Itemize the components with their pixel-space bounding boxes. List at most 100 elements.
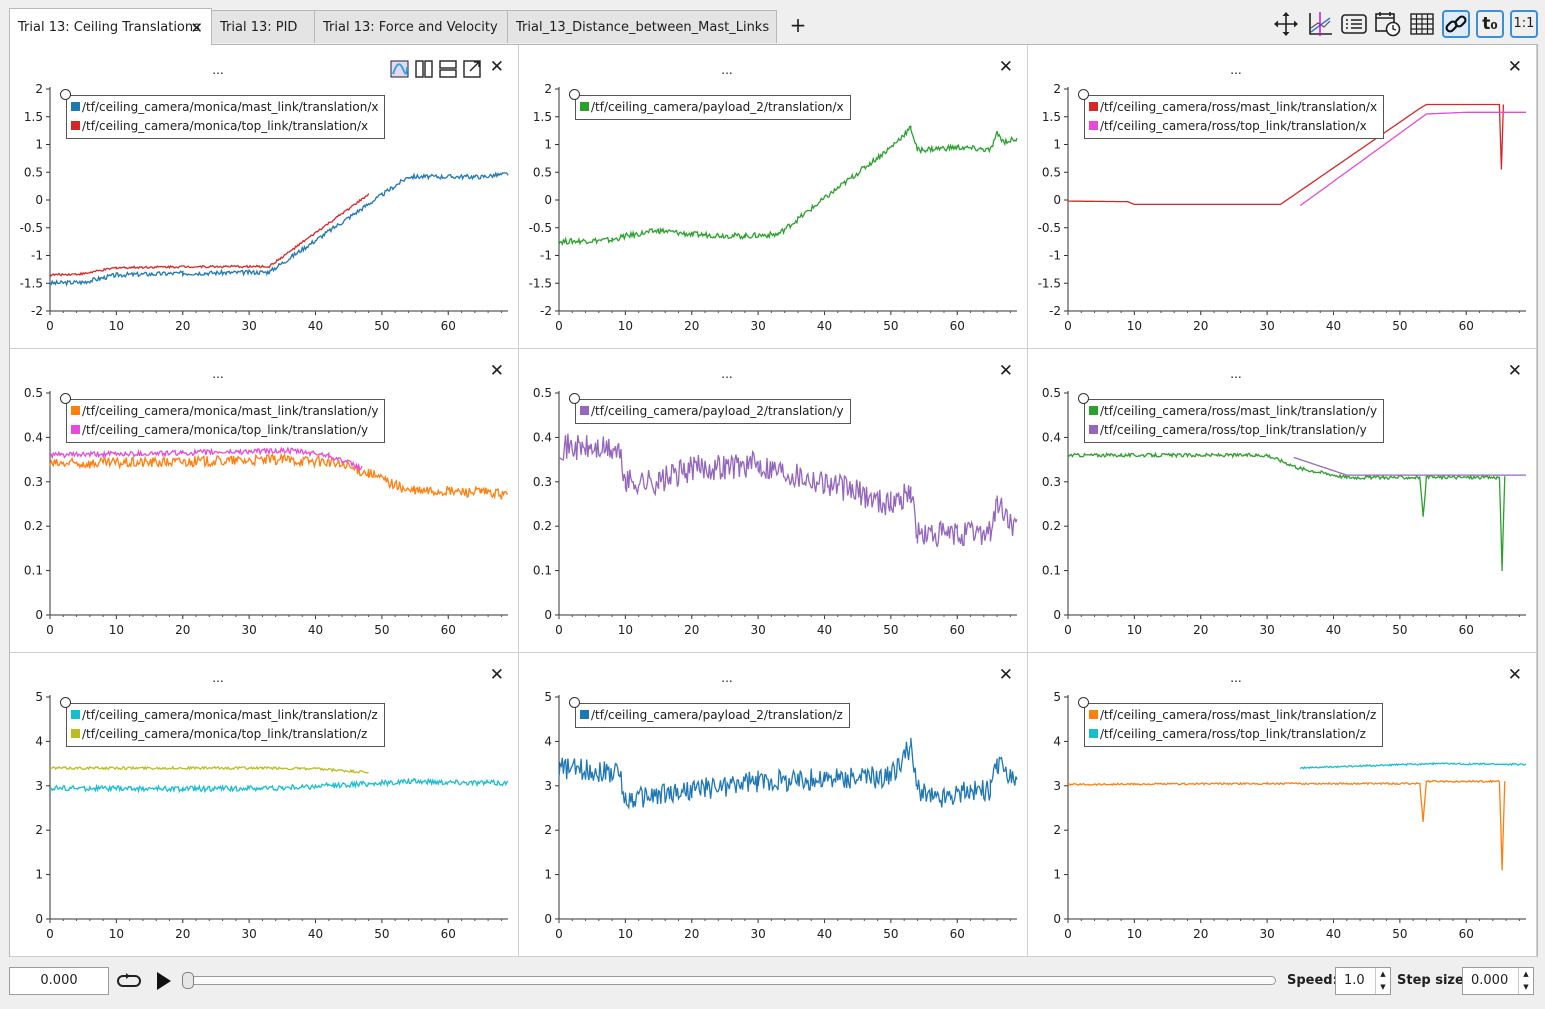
legend-drag-handle[interactable] [569, 697, 580, 708]
chevron-up-icon[interactable]: ▲ [1523, 970, 1529, 978]
plot-title[interactable]: ... [1230, 671, 1242, 685]
calendar-clock-button[interactable] [1374, 10, 1402, 38]
legend-entry[interactable]: /tf/ceiling_camera/payload_2/translation… [580, 706, 843, 725]
plot-title[interactable]: ... [1230, 63, 1242, 77]
legend-entry[interactable]: /tf/ceiling_camera/monica/mast_link/tran… [71, 98, 378, 117]
plot-panel[interactable]: 2 1.5 1 0.5 0 -0.5 -1 -1.5 -2 0 10 20 30 40 50 60... ✕ /t… [1028, 45, 1537, 349]
legend-entry[interactable]: /tf/ceiling_camera/ross/mast_link/transl… [1089, 98, 1377, 117]
legend-entry[interactable]: /tf/ceiling_camera/ross/mast_link/transl… [1089, 706, 1376, 725]
speed-stepper[interactable]: ▲ ▼ [1375, 968, 1390, 994]
plot-legend[interactable]: /tf/ceiling_camera/ross/mast_link/transl… [1084, 703, 1384, 747]
plot-legend[interactable]: /tf/ceiling_camera/monica/mast_link/tran… [66, 95, 386, 139]
split-vertical-icon[interactable] [414, 59, 434, 79]
plot-title[interactable]: ... [721, 671, 733, 685]
plot-panel[interactable]: 0.5 0.4 0.3 0.2 0.1 0 0 10 20 30 40 50 60... ✕ /tf/cei… [1028, 349, 1537, 653]
legend-drag-handle[interactable] [1078, 89, 1089, 100]
close-tab-icon[interactable]: ✕ [190, 19, 203, 37]
close-plot-icon[interactable]: ✕ [1507, 665, 1522, 685]
current-time-field[interactable]: 0.000 [9, 967, 109, 995]
plot-legend[interactable]: /tf/ceiling_camera/payload_2/translation… [575, 703, 850, 728]
close-plot-icon[interactable]: ✕ [998, 665, 1013, 685]
legend-entry[interactable]: /tf/ceiling_camera/monica/mast_link/tran… [71, 706, 378, 725]
close-plot-icon[interactable]: ✕ [1507, 361, 1522, 381]
step-size-field[interactable]: 0.000 ▲ ▼ [1462, 967, 1534, 995]
aspect-ratio-button[interactable]: 1:1 [1510, 10, 1538, 38]
tab-distance-between-mast-links[interactable]: Trial_13_Distance_between_Mast_Links [507, 10, 777, 43]
fullscreen-icon[interactable] [462, 59, 482, 79]
legend-list-button[interactable] [1340, 10, 1368, 38]
plot-panel[interactable]: 5 4 3 2 1 0 0 10 20 30 40 50 60... ✕ /tf/ceiling_camer… [1028, 653, 1537, 957]
loop-button[interactable] [116, 969, 142, 993]
plot-style-icon[interactable] [390, 59, 410, 79]
split-horizontal-icon[interactable] [438, 59, 458, 79]
legend-drag-handle[interactable] [1078, 393, 1089, 404]
add-tab-button[interactable]: + [789, 13, 807, 37]
close-plot-icon[interactable]: ✕ [998, 57, 1013, 77]
legend-drag-handle[interactable] [569, 393, 580, 404]
plot-legend[interactable]: /tf/ceiling_camera/monica/mast_link/tran… [66, 703, 385, 747]
plot-panel[interactable]: 0.5 0.4 0.3 0.2 0.1 0 0 10 20 30 40 50 60... ✕ /tf/cei… [10, 349, 519, 653]
plot-panel[interactable]: 5 4 3 2 1 0 0 10 20 30 40 50 60... ✕ /tf/ceiling_camer… [519, 653, 1028, 957]
close-plot-icon[interactable]: ✕ [489, 665, 504, 685]
plot-canvas[interactable]: 21.510.50-0.5-1-1.5-20 10 20 30 40 50 60 [1028, 45, 1537, 349]
link-button[interactable] [1442, 10, 1470, 38]
legend-entry[interactable]: /tf/ceiling_camera/ross/top_link/transla… [1089, 117, 1377, 136]
tab-pid[interactable]: Trial 13: PID [211, 10, 315, 43]
plot-legend[interactable]: /tf/ceiling_camera/payload_2/translation… [575, 399, 851, 424]
plot-legend[interactable]: /tf/ceiling_camera/monica/mast_link/tran… [66, 399, 386, 443]
close-plot-icon[interactable]: ✕ [998, 361, 1013, 381]
time-offset-button[interactable]: t₀ [1476, 10, 1504, 38]
plot-canvas[interactable]: 0.5 0.4 0.3 0.2 0.1 00 10 20 30 40 50 60 [519, 349, 1028, 653]
plot-title[interactable]: ... [1230, 367, 1242, 381]
plot-title[interactable]: ... [212, 367, 224, 381]
legend-entry[interactable]: /tf/ceiling_camera/ross/top_link/transla… [1089, 725, 1376, 744]
plot-canvas[interactable]: 0.5 0.4 0.3 0.2 0.1 00 10 20 30 40 50 60 [1028, 349, 1537, 653]
tab-force-and-velocity[interactable]: Trial 13: Force and Velocity [314, 10, 508, 43]
plot-canvas[interactable]: 21.510.50-0.5-1-1.5-20 10 20 30 40 50 60 [519, 45, 1028, 349]
plot-canvas[interactable]: 0.5 0.4 0.3 0.2 0.1 00 10 20 30 40 50 60 [10, 349, 519, 653]
plot-title[interactable]: ... [212, 671, 224, 685]
legend-entry[interactable]: /tf/ceiling_camera/monica/top_link/trans… [71, 421, 378, 440]
legend-drag-handle[interactable] [1078, 697, 1089, 708]
step-size-stepper[interactable]: ▲ ▼ [1518, 968, 1533, 994]
plot-canvas[interactable]: 21.510.50-0.5-1-1.5-20 10 20 30 40 50 60 [10, 45, 519, 349]
legend-entry[interactable]: /tf/ceiling_camera/ross/mast_link/transl… [1089, 402, 1377, 421]
legend-drag-handle[interactable] [60, 89, 71, 100]
grid-button[interactable] [1408, 10, 1436, 38]
legend-entry[interactable]: /tf/ceiling_camera/payload_2/translation… [580, 98, 844, 117]
plot-panel[interactable]: 2 1.5 1 0.5 0 -0.5 -1 -1.5 -2 0 10 20 30 40 50 60... ✕ /t… [10, 45, 519, 349]
plot-panel[interactable]: 2 1.5 1 0.5 0 -0.5 -1 -1.5 -2 0 10 20 30 40 50 60... ✕ /t… [519, 45, 1028, 349]
plot-title[interactable]: ... [212, 63, 224, 77]
close-plot-icon[interactable]: ✕ [489, 57, 504, 77]
timeline-slider[interactable] [184, 976, 1276, 985]
plot-legend[interactable]: /tf/ceiling_camera/payload_2/translation… [575, 95, 851, 120]
legend-drag-handle[interactable] [60, 697, 71, 708]
chevron-down-icon[interactable]: ▼ [1523, 983, 1529, 991]
plot-panel[interactable]: 0.5 0.4 0.3 0.2 0.1 0 0 10 20 30 40 50 60... ✕ /tf/cei… [519, 349, 1028, 653]
plot-legend[interactable]: /tf/ceiling_camera/ross/mast_link/transl… [1084, 399, 1385, 443]
plot-title[interactable]: ... [721, 367, 733, 381]
legend-entry[interactable]: /tf/ceiling_camera/monica/top_link/trans… [71, 117, 378, 136]
plot-legend[interactable]: /tf/ceiling_camera/ross/mast_link/transl… [1084, 95, 1385, 139]
legend-drag-handle[interactable] [60, 393, 71, 404]
chevron-up-icon[interactable]: ▲ [1380, 970, 1386, 978]
plot-panel[interactable]: 5 4 3 2 1 0 0 10 20 30 40 50 60... ✕ /tf/ceiling_camer… [10, 653, 519, 957]
close-plot-icon[interactable]: ✕ [489, 361, 504, 381]
legend-entry[interactable]: /tf/ceiling_camera/monica/mast_link/tran… [71, 402, 378, 421]
speed-field[interactable]: 1.0 ▲ ▼ [1335, 967, 1391, 995]
plot-title[interactable]: ... [721, 63, 733, 77]
move-button[interactable] [1272, 10, 1300, 38]
legend-entry[interactable]: /tf/ceiling_camera/ross/top_link/transla… [1089, 421, 1377, 440]
chevron-down-icon[interactable]: ▼ [1380, 983, 1386, 991]
zoom-out-button[interactable] [1306, 10, 1334, 38]
play-button[interactable] [152, 969, 174, 993]
close-plot-icon[interactable]: ✕ [1507, 57, 1522, 77]
legend-entry[interactable]: /tf/ceiling_camera/monica/top_link/trans… [71, 725, 378, 744]
legend-entry[interactable]: /tf/ceiling_camera/payload_2/translation… [580, 402, 844, 421]
legend-drag-handle[interactable] [569, 89, 580, 100]
timeline-slider-handle[interactable] [182, 972, 194, 989]
tab-ceiling-translations[interactable]: Trial 13: Ceiling Translations ✕ [9, 8, 212, 45]
